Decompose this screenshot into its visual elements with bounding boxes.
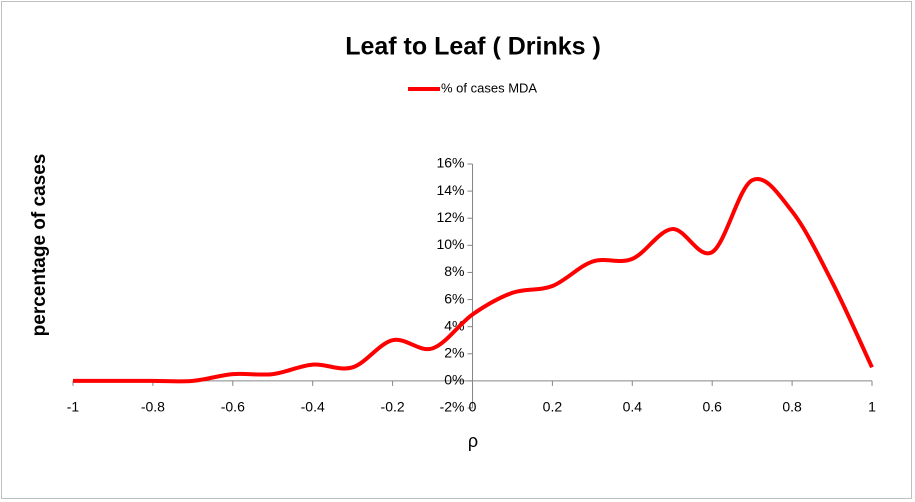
y-tick-label: 2% <box>444 344 464 360</box>
x-tick-label: -0.6 <box>221 399 245 415</box>
line-series <box>73 176 874 384</box>
y-axis-label: percentage of cases <box>29 154 50 337</box>
y-tick-label: 6% <box>444 290 464 306</box>
x-tick-label: -0.4 <box>301 399 325 415</box>
y-tick-label: 16% <box>436 155 464 171</box>
x-tick-label: 0.2 <box>543 399 563 415</box>
y-tick-label: 10% <box>436 236 464 252</box>
y-tick-label: 0% <box>444 372 464 388</box>
y-tick-label: 14% <box>436 182 464 198</box>
x-tick-label: -0.8 <box>141 399 165 415</box>
y-tick-label: -2% <box>440 399 465 415</box>
y-tick-label: 8% <box>444 263 464 279</box>
x-tick-label: 0.6 <box>702 399 722 415</box>
x-tick-label: 0 <box>469 399 477 415</box>
x-tick-label: 0.4 <box>623 399 643 415</box>
x-tick-label: 0.8 <box>782 399 802 415</box>
y-tick-label: 12% <box>436 209 464 225</box>
x-tick-label: -1 <box>67 399 80 415</box>
x-tick-label: 1 <box>868 399 876 415</box>
y-tick-label: 4% <box>444 317 464 333</box>
chart-title: Leaf to Leaf ( Drinks ) <box>345 33 601 61</box>
legend-label: % of cases MDA <box>441 80 537 95</box>
x-axis-label: ρ <box>468 431 478 451</box>
x-tick-label: -0.2 <box>381 399 405 415</box>
